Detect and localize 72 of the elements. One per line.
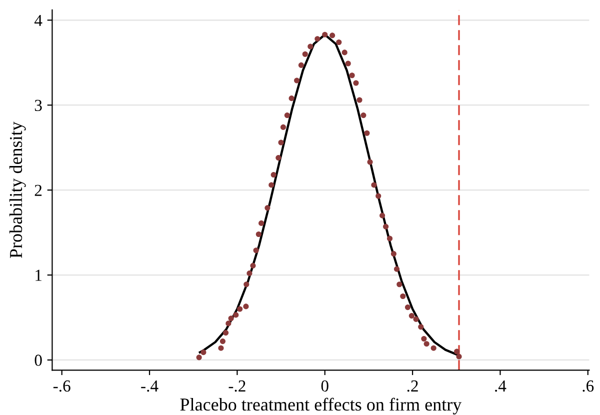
point	[394, 266, 400, 272]
point	[413, 316, 419, 322]
point	[371, 182, 377, 188]
point	[276, 155, 282, 161]
y-tick-label: 2	[34, 184, 42, 196]
x-tick-label: -.4	[141, 380, 158, 392]
point	[456, 354, 462, 360]
point	[250, 262, 256, 268]
point	[278, 140, 284, 146]
point	[228, 316, 234, 322]
point	[218, 345, 224, 351]
point	[246, 270, 252, 276]
point	[418, 324, 424, 330]
point	[244, 282, 250, 288]
point	[408, 313, 414, 319]
point	[342, 50, 348, 56]
point	[256, 231, 262, 238]
point	[376, 193, 382, 199]
point	[430, 345, 436, 351]
x-tick-label: .6	[582, 380, 594, 392]
point	[220, 338, 226, 344]
point	[243, 304, 249, 310]
x-axis-title: Placebo treatment effects on firm entry	[180, 398, 462, 414]
point	[454, 348, 460, 354]
point	[237, 306, 243, 312]
point	[284, 112, 290, 118]
point	[264, 205, 270, 211]
x-tick-label: .4	[495, 380, 506, 392]
point	[268, 182, 274, 188]
point	[345, 60, 351, 66]
point	[396, 282, 402, 288]
x-tick-label: -.6	[53, 380, 70, 392]
point	[360, 112, 366, 118]
point	[383, 224, 389, 230]
point	[330, 32, 336, 38]
point	[400, 293, 406, 300]
y-tick-label: 3	[34, 100, 42, 112]
point	[308, 44, 314, 50]
point	[233, 312, 239, 318]
point	[349, 72, 355, 78]
point	[200, 350, 206, 356]
y-tick-label: 1	[36, 270, 42, 281]
point	[356, 97, 362, 103]
point	[196, 354, 202, 360]
point	[367, 159, 373, 165]
point	[270, 172, 276, 178]
point	[223, 330, 229, 336]
y-axis-title: Probability density	[9, 122, 26, 258]
point	[336, 39, 342, 46]
y-tick-label: 4	[34, 14, 42, 26]
point	[386, 236, 393, 242]
point	[404, 304, 410, 310]
point	[314, 36, 320, 42]
point	[364, 130, 370, 136]
point	[226, 320, 232, 326]
point	[253, 248, 259, 254]
point	[380, 212, 386, 218]
point	[390, 251, 396, 257]
point	[280, 124, 286, 130]
point	[322, 32, 328, 38]
point	[424, 341, 430, 347]
y-tick-label: 0	[34, 354, 42, 366]
point	[353, 80, 359, 86]
point	[294, 78, 300, 84]
point	[302, 51, 308, 57]
point	[288, 96, 294, 102]
point	[298, 62, 304, 68]
point	[258, 220, 264, 226]
x-tick-label: .2	[407, 380, 418, 392]
x-tick-label: 0	[321, 380, 328, 392]
x-tick-label: -.2	[228, 380, 246, 392]
point	[421, 336, 427, 342]
